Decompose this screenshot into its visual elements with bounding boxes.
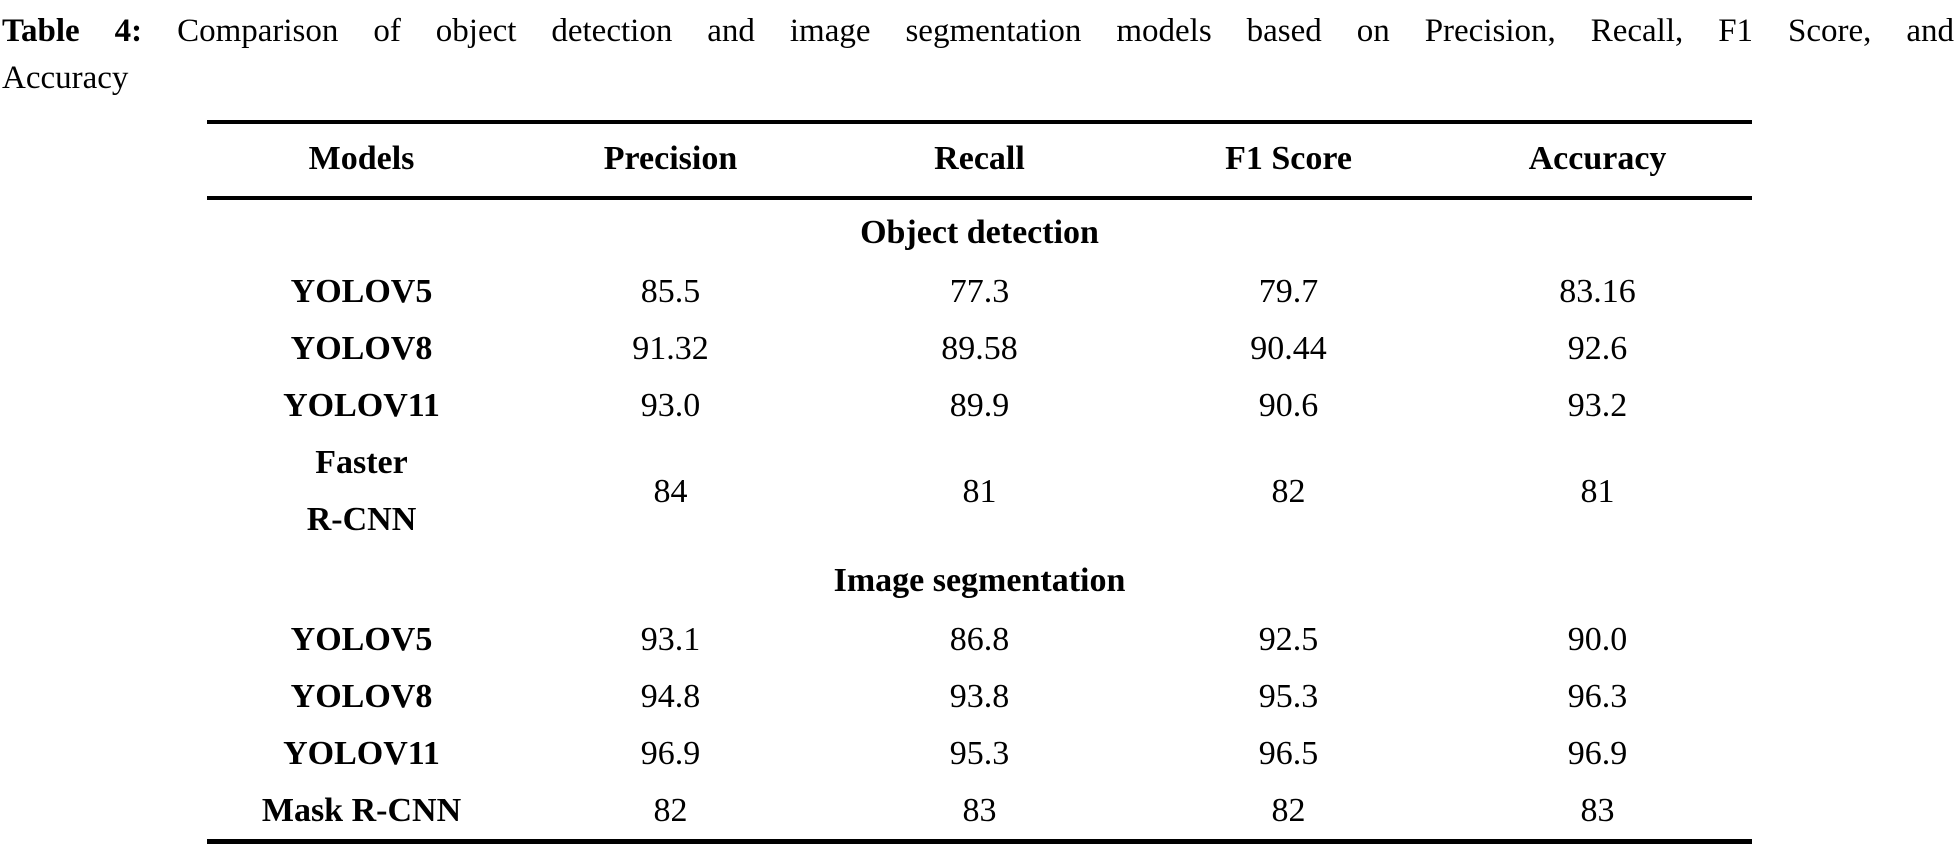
table-caption: Table 4: Comparison of object detection … — [0, 0, 1956, 102]
results-table: Models Precision Recall F1 Score Accurac… — [207, 120, 1752, 844]
precision-value: 94.8 — [640, 678, 701, 715]
recall-value: 81 — [962, 472, 997, 510]
f1-score-value: 90.44 — [1250, 330, 1327, 367]
table-row: YOLOV8 94.8 93.8 95.3 96.3 — [207, 668, 1752, 725]
model-name: Faster R-CNN — [306, 444, 417, 538]
f1-score-value: 92.5 — [1258, 621, 1319, 658]
recall-value: 83 — [962, 792, 997, 829]
f1-score-value: 82 — [1271, 472, 1306, 510]
recall-value: 95.3 — [949, 735, 1010, 772]
column-header-models: Models — [308, 140, 415, 177]
precision-value: 82 — [653, 792, 688, 829]
table-row: Faster R-CNN 84 81 82 81 — [207, 434, 1752, 548]
section-title: Image segmentation — [833, 562, 1126, 599]
accuracy-value: 83.16 — [1559, 273, 1636, 310]
table-row: YOLOV11 93.0 89.9 90.6 93.2 — [207, 377, 1752, 434]
table-row: Mask R-CNN 82 83 82 83 — [207, 782, 1752, 842]
recall-value: 93.8 — [949, 678, 1010, 715]
model-name: Mask R-CNN — [261, 792, 462, 829]
precision-value: 85.5 — [640, 273, 701, 310]
accuracy-value: 81 — [1580, 472, 1615, 510]
table-row: YOLOV5 85.5 77.3 79.7 83.16 — [207, 263, 1752, 320]
model-name: YOLOV11 — [283, 387, 440, 424]
table-row: YOLOV5 93.1 86.8 92.5 90.0 — [207, 611, 1752, 668]
precision-value: 84 — [653, 472, 688, 510]
accuracy-value: 92.6 — [1567, 330, 1628, 367]
f1-score-value: 79.7 — [1258, 273, 1319, 310]
column-header-precision: Precision — [603, 140, 738, 177]
model-name: YOLOV11 — [283, 735, 440, 772]
accuracy-value: 83 — [1580, 792, 1615, 829]
precision-value: 96.9 — [640, 735, 701, 772]
model-name: YOLOV5 — [290, 621, 433, 658]
model-name: YOLOV8 — [290, 330, 433, 367]
model-name: YOLOV8 — [290, 678, 433, 715]
accuracy-value: 90.0 — [1567, 621, 1628, 658]
caption-line-2: Accuracy — [2, 60, 129, 96]
accuracy-value: 96.3 — [1567, 678, 1628, 715]
f1-score-value: 95.3 — [1258, 678, 1319, 715]
recall-value: 77.3 — [949, 273, 1010, 310]
model-name: YOLOV5 — [290, 273, 433, 310]
f1-score-value: 82 — [1271, 792, 1306, 829]
table-row: YOLOV11 96.9 95.3 96.5 96.9 — [207, 725, 1752, 782]
caption-line-1: Table 4: Comparison of object detection … — [2, 8, 1954, 55]
f1-score-value: 96.5 — [1258, 735, 1319, 772]
recall-value: 89.9 — [949, 387, 1010, 424]
caption-label: Table 4: — [2, 13, 143, 49]
section-title: Object detection — [860, 214, 1099, 251]
precision-value: 91.32 — [632, 330, 709, 367]
recall-value: 86.8 — [949, 621, 1010, 658]
recall-value: 89.58 — [941, 330, 1018, 367]
accuracy-value: 96.9 — [1567, 735, 1628, 772]
precision-value: 93.1 — [640, 621, 701, 658]
column-header-accuracy: Accuracy — [1528, 140, 1667, 177]
precision-value: 93.0 — [640, 387, 701, 424]
column-header-f1-score: F1 Score — [1225, 140, 1352, 177]
section-header-object-detection: Object detection — [207, 198, 1752, 263]
table-row: YOLOV8 91.32 89.58 90.44 92.6 — [207, 320, 1752, 377]
accuracy-value: 93.2 — [1567, 387, 1628, 424]
header-row: Models Precision Recall F1 Score Accurac… — [207, 122, 1752, 198]
section-header-image-segmentation: Image segmentation — [207, 548, 1752, 611]
f1-score-value: 90.6 — [1258, 387, 1319, 424]
caption-text: Comparison of object detection and image… — [177, 13, 1954, 49]
column-header-recall: Recall — [934, 140, 1025, 177]
